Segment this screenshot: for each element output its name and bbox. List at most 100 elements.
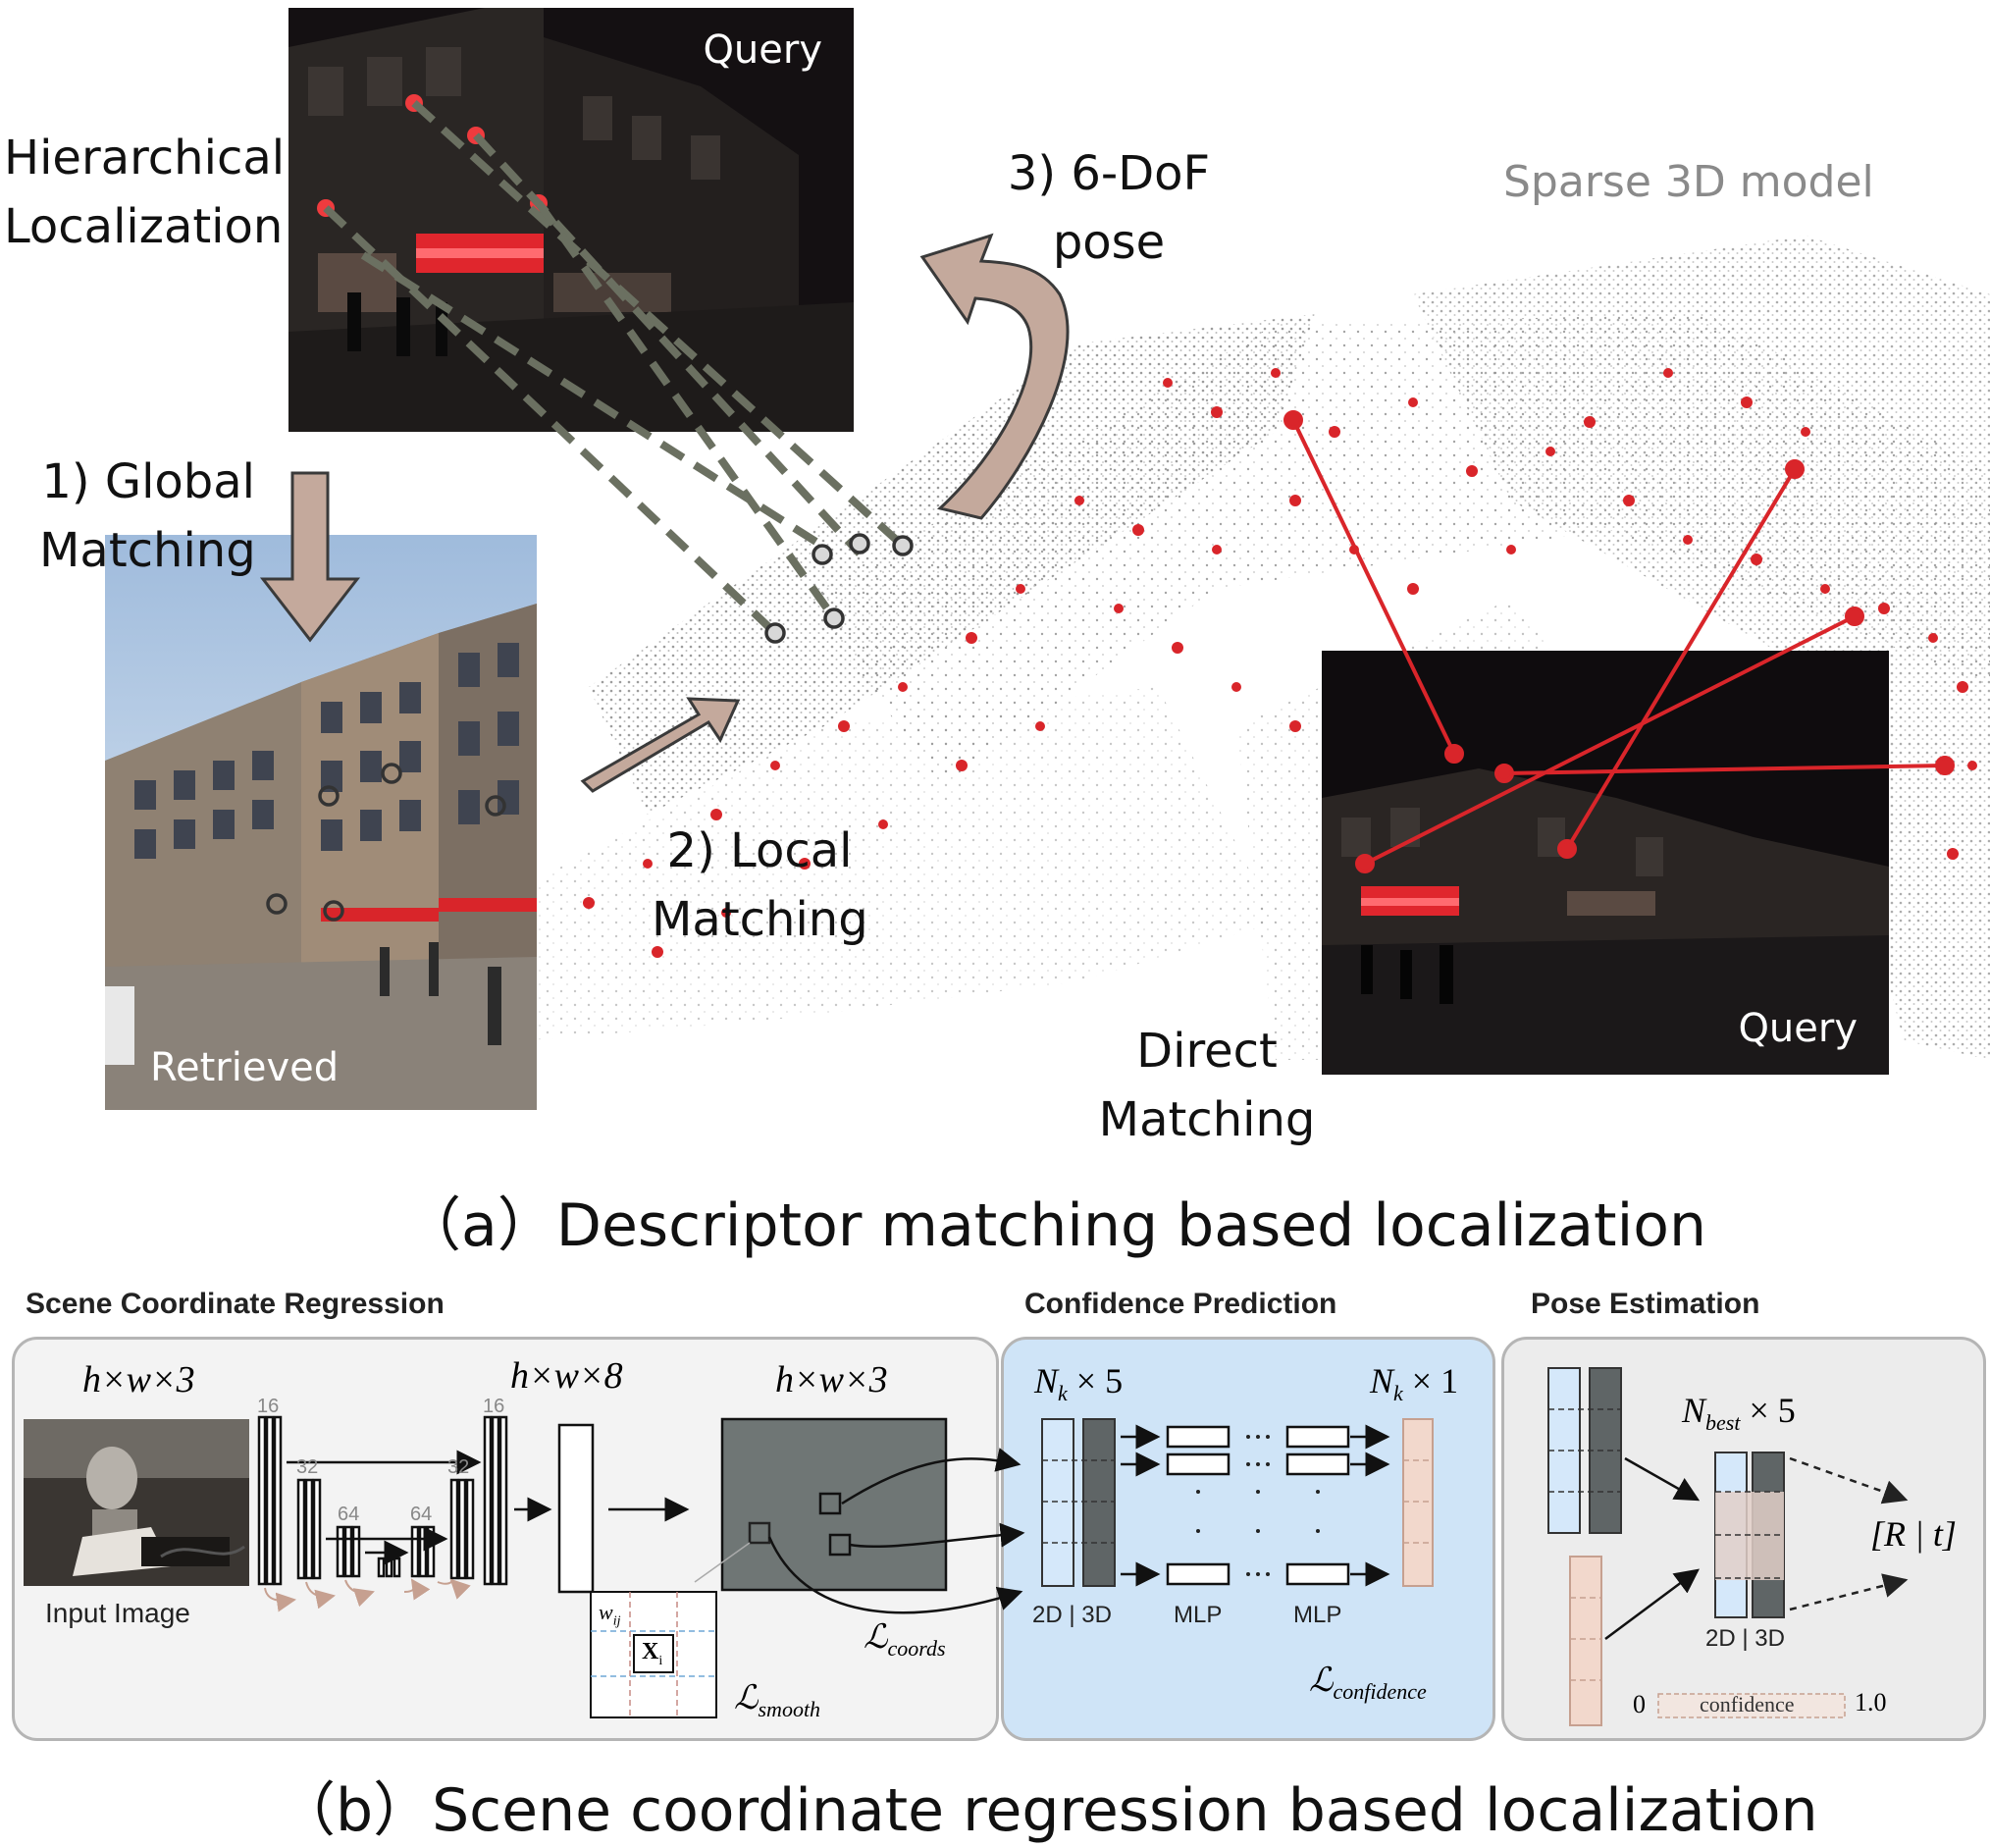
nk1-sub: k <box>1393 1381 1403 1406</box>
skip-arrows <box>287 1450 482 1565</box>
global-matching-line2: Matching <box>39 523 256 578</box>
retrieved-label: Retrieved <box>150 1045 340 1090</box>
w-ij-sub: ij <box>612 1613 621 1629</box>
pool-arrows <box>264 1578 471 1612</box>
caption-a: （a）Descriptor matching based localizatio… <box>402 1191 1706 1260</box>
channels-64b: 64 <box>410 1504 433 1525</box>
x-i-main: X <box>642 1639 659 1664</box>
mlp-label-1: MLP <box>1174 1602 1223 1628</box>
network-diagram <box>257 1367 1909 1726</box>
confidence-scale-bar <box>1657 1693 1846 1718</box>
local-match-circles <box>764 533 914 644</box>
hierarchical-label-line2: Localization <box>4 199 284 254</box>
nk1-tail: × 1 <box>1402 1361 1459 1400</box>
nk5-sub: k <box>1058 1381 1068 1406</box>
pose-input-columns <box>1547 1367 1622 1726</box>
nk1-main: N <box>1370 1361 1394 1400</box>
nk5-tail: × 5 <box>1067 1361 1124 1400</box>
l-smooth-main: ℒ <box>734 1680 759 1716</box>
scr-title: Scene Coordinate Regression <box>26 1288 445 1320</box>
scale-zero: 0 <box>1633 1690 1646 1718</box>
conf-arrows <box>1121 1424 1390 1587</box>
daytime-street-scene <box>105 535 537 1110</box>
hierarchical-label: Hierarchical Localization <box>4 124 285 261</box>
global-matching-arrow <box>259 471 361 643</box>
direct-matching-label: Direct Matching <box>1089 1017 1325 1154</box>
night-street-scene-right <box>1322 651 1889 1075</box>
conf-title: Confidence Prediction <box>1024 1288 1337 1320</box>
retrieved-circles <box>266 763 506 922</box>
part-a-overlay <box>259 100 1955 922</box>
scale-one: 1.0 <box>1855 1688 1887 1716</box>
l-coords-label: ℒcoords <box>864 1617 946 1662</box>
dim-mid-label: h×w×8 <box>510 1355 623 1397</box>
nk1-label: Nk × 1 <box>1370 1360 1458 1406</box>
dim-input-label: h×w×3 <box>82 1359 195 1400</box>
l-confidence-label: ℒconfidence <box>1309 1661 1427 1705</box>
rt-label: [R | t] <box>1870 1514 1957 1554</box>
direct-matching-line1: Direct <box>1136 1024 1278 1079</box>
nbest-tail: × 5 <box>1740 1391 1796 1430</box>
night-street-scene <box>288 8 854 432</box>
input-image-scene <box>24 1419 249 1586</box>
global-matching-label: 1) Global Matching <box>39 448 256 585</box>
x-i-sub: i <box>658 1653 663 1668</box>
pose-2d3d-label: 2D | 3D <box>1705 1625 1785 1652</box>
coord-map <box>720 1417 948 1592</box>
hierarchical-label-line1: Hierarchical <box>4 131 286 185</box>
channels-16b: 16 <box>483 1396 505 1417</box>
nbest-label: Nbest × 5 <box>1682 1390 1796 1436</box>
pose-arrows <box>1604 1456 1701 1641</box>
input-image <box>24 1419 249 1586</box>
local-matching-line2: Matching <box>652 892 868 947</box>
channels-32a: 32 <box>296 1456 319 1478</box>
query-label-top: Query <box>703 27 822 73</box>
l-coords-sub: coords <box>887 1635 946 1661</box>
encoder-layers <box>257 1415 508 1586</box>
ellipsis-dots <box>1196 1435 1320 1576</box>
mlp-label-2: MLP <box>1293 1602 1342 1628</box>
l-coords-main: ℒ <box>864 1619 888 1656</box>
pose-label-line1: 3) 6-DoF <box>1007 146 1211 201</box>
input-image-label: Input Image <box>45 1598 190 1628</box>
nbest-sub: best <box>1705 1410 1741 1436</box>
x-i-label: Xi <box>642 1639 662 1669</box>
query-photo-right: Query <box>1322 651 1889 1075</box>
rt-arrows <box>1789 1456 1909 1611</box>
query-photo-top: Query <box>288 8 854 432</box>
pose-arrow <box>919 233 1070 520</box>
sparse-3d-model-label: Sparse 3D model <box>1503 157 1874 207</box>
local-matching-label: 2) Local Matching <box>652 817 868 954</box>
l-confidence-main: ℒ <box>1309 1663 1334 1699</box>
confidence-column <box>1402 1418 1434 1587</box>
l-smooth-sub: smooth <box>758 1696 821 1721</box>
channels-16a: 16 <box>257 1396 280 1417</box>
dim-out-label: h×w×3 <box>775 1359 888 1400</box>
l-smooth-label: ℒsmooth <box>734 1678 820 1722</box>
dashed-correspondence-lines <box>323 100 906 636</box>
red-feature-points <box>583 368 1977 958</box>
local-matching-arrow <box>580 697 741 793</box>
channels-32b: 32 <box>447 1456 470 1478</box>
w-ij-label: wij <box>599 1600 620 1629</box>
mlp-blocks <box>1166 1425 1350 1586</box>
local-matching-line1: 2) Local <box>666 823 853 878</box>
nk5-main: N <box>1034 1361 1059 1400</box>
l-confidence-sub: confidence <box>1333 1678 1427 1704</box>
retrieved-photo: Retrieved <box>105 535 537 1110</box>
scale-confidence: confidence <box>1700 1692 1795 1716</box>
nk5-label: Nk × 5 <box>1034 1360 1123 1406</box>
hw8-block <box>557 1423 595 1594</box>
best-columns <box>1714 1452 1785 1618</box>
caption-b: （b）Scene coordinate regression based loc… <box>277 1776 1818 1845</box>
pose-title: Pose Estimation <box>1531 1288 1760 1320</box>
direct-matching-line2: Matching <box>1098 1092 1316 1147</box>
pose-label: 3) 6-DoF pose <box>1001 139 1217 277</box>
direct-matching-lines <box>1283 410 1955 873</box>
global-matching-line1: 1) Global <box>41 454 255 509</box>
channels-64a: 64 <box>338 1504 360 1525</box>
pose-label-line2: pose <box>1052 215 1166 270</box>
query-label-right: Query <box>1738 1006 1858 1051</box>
conf-2d3d-columns <box>1041 1418 1116 1587</box>
conf-2d3d-label: 2D | 3D <box>1032 1602 1112 1628</box>
